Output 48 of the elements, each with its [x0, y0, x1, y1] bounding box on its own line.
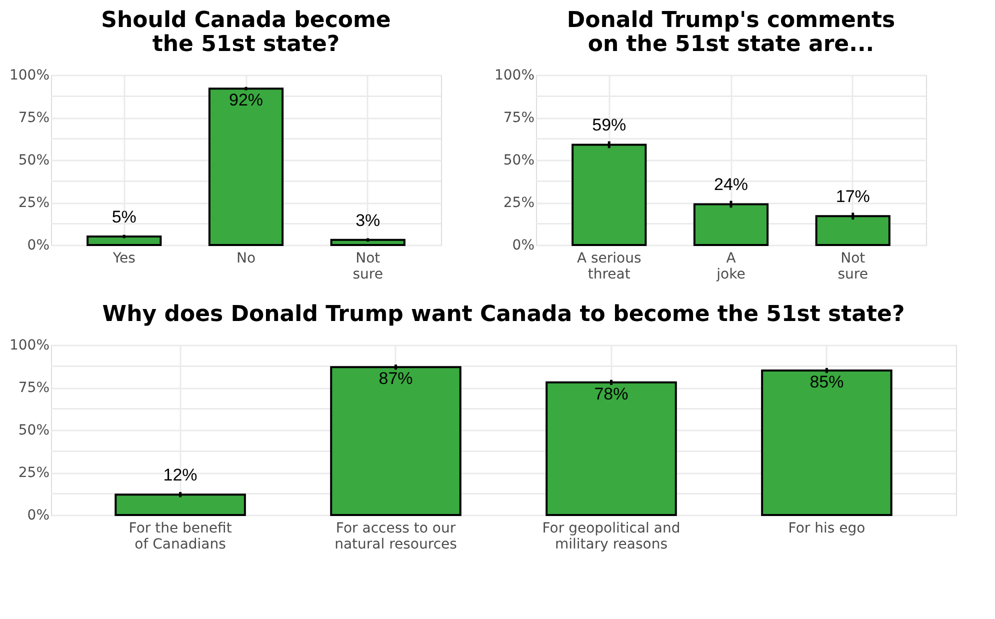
data-label: 78%	[594, 384, 628, 404]
x-tick-label: A joke	[716, 250, 746, 282]
y-tick-label: 50%	[18, 422, 50, 438]
bar	[208, 88, 284, 246]
y-tick-label: 75%	[503, 110, 534, 126]
y-tick-label: 50%	[18, 152, 50, 168]
bar	[114, 494, 246, 516]
data-label: 17%	[836, 187, 870, 206]
chart-title: Donald Trump's comments on the 51st state are...	[566, 8, 896, 57]
y-tick-label: 25%	[18, 195, 50, 211]
x-tick-label: Not sure	[838, 250, 868, 282]
bar	[761, 370, 892, 516]
bar	[330, 366, 462, 516]
bar	[86, 236, 162, 246]
x-tick-label: For access to our natural resources	[334, 520, 457, 552]
y-tick-label: 0%	[512, 238, 534, 254]
chart-title: Should Canada become the 51st state?	[101, 8, 391, 57]
y-tick-label: 75%	[18, 110, 50, 126]
x-tick-label: For his ego	[788, 520, 866, 536]
y-tick-label: 0%	[27, 238, 50, 254]
x-tick-label: For geopolitical and military reasons	[542, 520, 680, 552]
x-tick-label: Not sure	[352, 250, 383, 282]
bar	[330, 238, 406, 246]
data-label: 59%	[592, 116, 626, 135]
y-tick-label: 25%	[18, 465, 50, 481]
y-tick-label: 100%	[9, 68, 50, 84]
y-tick-label: 0%	[27, 508, 50, 524]
y-tick-label: 25%	[503, 195, 534, 211]
y-tick-label: 100%	[494, 68, 534, 84]
chart-title: Why does Donald Trump want Canada to become the 51st state?	[102, 302, 905, 327]
y-tick-label: 100%	[9, 338, 50, 354]
y-tick-label: 75%	[18, 380, 50, 396]
bar	[572, 144, 647, 246]
x-tick-label: A serious threat	[576, 250, 642, 282]
data-label: 5%	[112, 208, 136, 226]
data-label: 3%	[356, 210, 380, 230]
data-label: 92%	[228, 90, 264, 110]
data-label: 12%	[163, 466, 198, 485]
x-tick-label: No	[236, 250, 256, 266]
data-label: 85%	[810, 372, 844, 392]
x-tick-label: For the benefit of Canadians	[128, 520, 232, 552]
bar	[546, 381, 677, 516]
bar	[815, 215, 890, 246]
data-label: 87%	[378, 369, 413, 388]
x-tick-label: Yes	[112, 250, 136, 266]
bar	[693, 203, 769, 246]
data-label: 24%	[714, 175, 748, 194]
y-tick-label: 50%	[503, 152, 534, 168]
